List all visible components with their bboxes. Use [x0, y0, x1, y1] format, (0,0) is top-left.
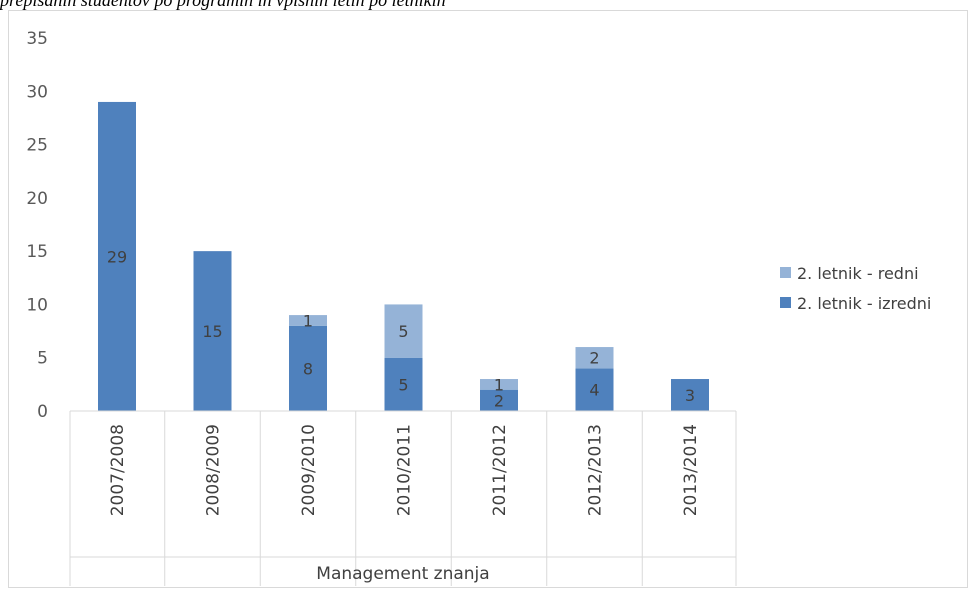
y-axis-ticks: 0 5 10 15 20 25 30 35 [26, 29, 48, 422]
legend-label: 2. letnik - redni [797, 264, 919, 283]
data-label: 8 [303, 359, 313, 378]
y-tick-label: 10 [26, 295, 48, 315]
data-label: 1 [494, 375, 504, 394]
bar-segment [671, 379, 709, 411]
y-tick-label: 30 [26, 82, 48, 102]
x-axis-title: Management znanja [316, 564, 489, 584]
legend-swatch [780, 297, 791, 308]
bar-segment [384, 304, 423, 358]
data-label: 2 [589, 349, 599, 368]
data-label: 15 [202, 322, 222, 341]
bar-segment [289, 325, 327, 411]
y-tick-label: 0 [37, 402, 48, 422]
legend: 2. letnik - redni 2. letnik - izredni [780, 264, 931, 313]
data-label: 3 [685, 386, 695, 405]
x-tick-label: 2012/2013 [586, 424, 606, 516]
bar-segment [193, 251, 232, 411]
x-axis-categories: 2007/2008 2008/2009 2009/2010 2010/2011 2011… [108, 424, 701, 516]
x-tick-label: 2009/2010 [299, 424, 319, 516]
x-tick-label: 2013/2014 [681, 424, 701, 516]
bar-segment [98, 101, 136, 411]
y-tick-label: 35 [26, 29, 48, 49]
bar-segment [575, 347, 614, 369]
bar-segment [480, 389, 518, 411]
category-grouping-box [69, 411, 737, 586]
legend-swatch [780, 267, 791, 278]
data-label: 1 [303, 311, 313, 330]
x-tick-label: 2008/2009 [204, 424, 224, 516]
bar-segment [384, 357, 423, 411]
bar-segment [480, 379, 518, 390]
y-tick-label: 25 [26, 136, 48, 156]
legend-label: 2. letnik - izredni [797, 294, 931, 313]
bar-segment [289, 315, 327, 326]
chart-frame [8, 10, 968, 588]
data-label: 29 [107, 247, 127, 266]
y-tick-label: 5 [37, 349, 48, 369]
x-tick-label: 2007/2008 [108, 424, 128, 516]
y-tick-label: 15 [26, 242, 48, 262]
data-label: 4 [589, 381, 599, 400]
bar-segment [575, 368, 614, 411]
figure-caption: prepisanih študentov po programih in vpi… [0, 0, 446, 10]
data-label: 2 [494, 391, 504, 410]
x-tick-label: 2010/2011 [395, 424, 415, 516]
data-label: 5 [398, 375, 408, 394]
data-label: 5 [398, 322, 408, 341]
y-tick-label: 20 [26, 189, 48, 209]
x-tick-label: 2011/2012 [490, 424, 510, 516]
